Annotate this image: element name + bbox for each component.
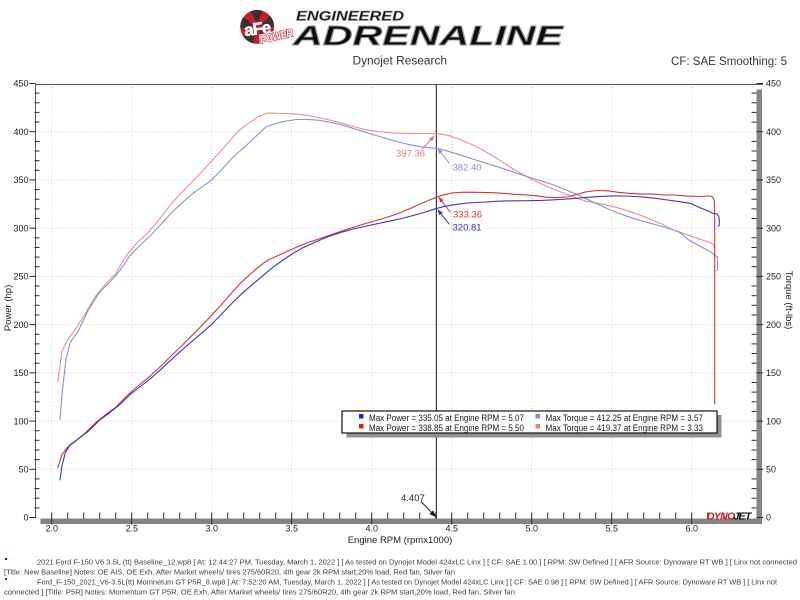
svg-text:320.81: 320.81 [453,223,482,234]
svg-text:450: 450 [13,79,28,89]
svg-text:150: 150 [766,368,781,378]
svg-text:100: 100 [13,416,28,426]
svg-text:Engine RPM (rpmx1000): Engine RPM (rpmx1000) [348,535,453,546]
svg-text:0: 0 [766,513,771,523]
svg-text:200: 200 [766,320,781,330]
svg-text:®: ® [271,12,275,19]
svg-text:DYNO: DYNO [707,511,735,523]
svg-text:300: 300 [13,223,28,233]
svg-text:Max Power = 335.05 at Engine R: Max Power = 335.05 at Engine RPM = 5.07 [369,413,524,423]
svg-text:CF: SAE Smoothing: 5: CF: SAE Smoothing: 5 [671,56,787,68]
svg-text:250: 250 [766,272,781,282]
svg-text:4.5: 4.5 [445,524,458,534]
svg-text:4.0: 4.0 [365,524,378,534]
svg-text:400: 400 [766,127,781,137]
svg-text:4.407: 4.407 [401,493,425,504]
svg-text:397.36: 397.36 [396,149,425,160]
svg-text:2.0: 2.0 [45,524,58,534]
svg-text:150: 150 [13,368,28,378]
svg-text:JET: JET [734,511,753,523]
svg-text:382.40: 382.40 [453,163,482,174]
svg-text:0: 0 [23,513,28,523]
svg-text:Max Torque = 412.25 at Engine: Max Torque = 412.25 at Engine RPM = 3.57 [546,413,704,423]
svg-text:300: 300 [766,223,781,233]
svg-text:Max Power = 338.85 at Engine R: Max Power = 338.85 at Engine RPM = 5.50 [369,423,524,433]
svg-text:450: 450 [766,79,781,89]
svg-text:50: 50 [766,465,776,475]
svg-text:ADRENALINE: ADRENALINE [292,20,565,51]
svg-text:Ford_F-150_2021_V6-3.5L(tt) Mo: Ford_F-150_2021_V6-3.5L(tt) Momnetum GT … [37,580,777,587]
svg-text:aFe: aFe [243,18,272,40]
svg-text:5.5: 5.5 [605,524,618,534]
svg-text:3.5: 3.5 [285,524,298,534]
svg-text:2021 Ford F-150 V6 3.5L (tt) B: 2021 Ford F-150 V6 3.5L (tt) Baseline_12… [37,560,797,567]
svg-text:2.5: 2.5 [125,524,138,534]
svg-text:Power (hp): Power (hp) [3,285,14,331]
svg-text:250: 250 [13,272,28,282]
svg-text:400: 400 [13,127,28,137]
svg-text:50: 50 [18,465,28,475]
svg-text:5.0: 5.0 [525,524,538,534]
svg-text:350: 350 [13,175,28,185]
svg-text:ENGINEERED: ENGINEERED [296,9,404,24]
svg-text:Dynojet Research: Dynojet Research [353,55,448,67]
svg-text:[Title: New Baseline] Notes:: [Title: New Baseline] Notes: OE AIS, OE … [4,570,455,577]
svg-text:6.0: 6.0 [685,524,698,534]
svg-text:350: 350 [766,175,781,185]
svg-text:connected ] [Title: P5R] Note: connected ] [Title: P5R] Notes: Momentum… [4,590,515,597]
svg-text:3.0: 3.0 [205,524,218,534]
svg-text:333.36: 333.36 [453,210,482,221]
svg-text:Max Torque = 419.37 at Engine: Max Torque = 419.37 at Engine RPM = 3.33 [546,423,704,433]
svg-text:200: 200 [13,320,28,330]
svg-text:Torque (ft-lbs): Torque (ft-lbs) [783,271,794,330]
svg-text:100: 100 [766,416,781,426]
